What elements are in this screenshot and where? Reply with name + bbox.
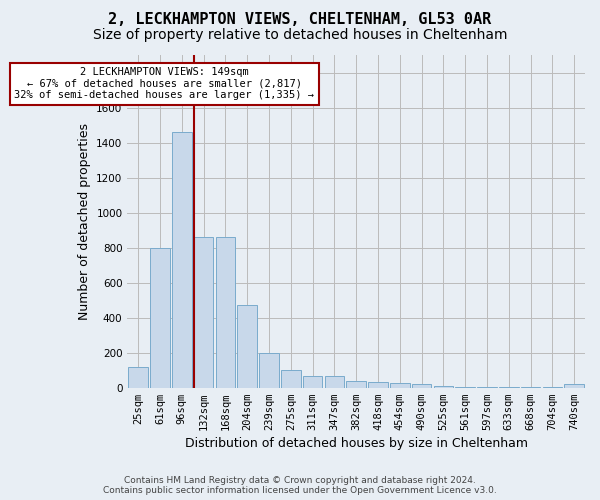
Bar xyxy=(238,304,257,388)
Bar xyxy=(172,132,191,388)
Bar xyxy=(281,370,301,388)
Bar xyxy=(412,384,431,388)
Text: Size of property relative to detached houses in Cheltenham: Size of property relative to detached ho… xyxy=(93,28,507,42)
Bar xyxy=(499,387,518,388)
Bar xyxy=(259,352,279,388)
Bar xyxy=(194,237,214,388)
Bar xyxy=(128,366,148,388)
Bar xyxy=(434,386,453,388)
Text: Contains HM Land Registry data © Crown copyright and database right 2024.
Contai: Contains HM Land Registry data © Crown c… xyxy=(103,476,497,495)
Bar xyxy=(325,376,344,388)
Bar xyxy=(564,384,584,388)
Bar xyxy=(455,387,475,388)
Bar xyxy=(477,387,497,388)
Bar xyxy=(150,248,170,388)
Bar xyxy=(303,376,322,388)
Bar xyxy=(346,380,366,388)
Y-axis label: Number of detached properties: Number of detached properties xyxy=(77,123,91,320)
Bar xyxy=(215,237,235,388)
X-axis label: Distribution of detached houses by size in Cheltenham: Distribution of detached houses by size … xyxy=(185,437,527,450)
Text: 2, LECKHAMPTON VIEWS, CHELTENHAM, GL53 0AR: 2, LECKHAMPTON VIEWS, CHELTENHAM, GL53 0… xyxy=(109,12,491,28)
Bar xyxy=(390,384,410,388)
Bar xyxy=(368,382,388,388)
Text: 2 LECKHAMPTON VIEWS: 149sqm
← 67% of detached houses are smaller (2,817)
32% of : 2 LECKHAMPTON VIEWS: 149sqm ← 67% of det… xyxy=(14,68,314,100)
